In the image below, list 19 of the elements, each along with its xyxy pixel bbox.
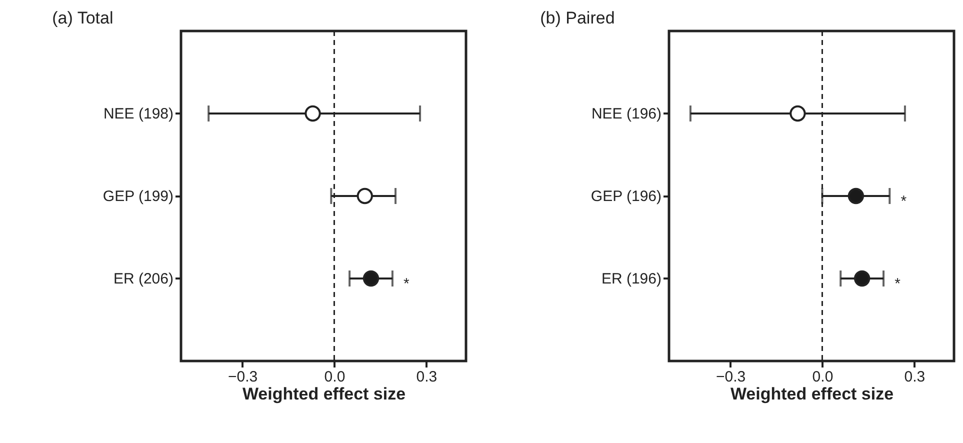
x-axis-title: Weighted effect size	[730, 384, 894, 404]
chart-title: (a) Total	[52, 8, 114, 28]
x-tick-label: 0.3	[904, 368, 926, 386]
data-label: *	[894, 276, 901, 292]
y-tick-label: ER (196)	[601, 270, 662, 288]
y-tick-label: NEE (198)	[103, 106, 174, 122]
x-tick-label: −0.3	[716, 368, 746, 386]
x-tick-label: 0.3	[416, 368, 438, 386]
y-tick-label: GEP (199)	[102, 188, 174, 205]
y-tick-label: GEP (196)	[590, 188, 662, 205]
chart-title: (b) Paired	[540, 8, 615, 28]
data-label: *	[404, 276, 410, 292]
y-tick-label: NEE (196)	[591, 106, 662, 122]
x-axis-title: Weighted effect size	[242, 384, 406, 404]
x-tick-label: −0.3	[228, 368, 258, 386]
data-label: *	[900, 193, 907, 210]
y-tick-label: ER (206)	[113, 270, 174, 288]
x-tick-label: 0.0	[324, 368, 346, 386]
x-tick-label: 0.0	[812, 368, 834, 386]
